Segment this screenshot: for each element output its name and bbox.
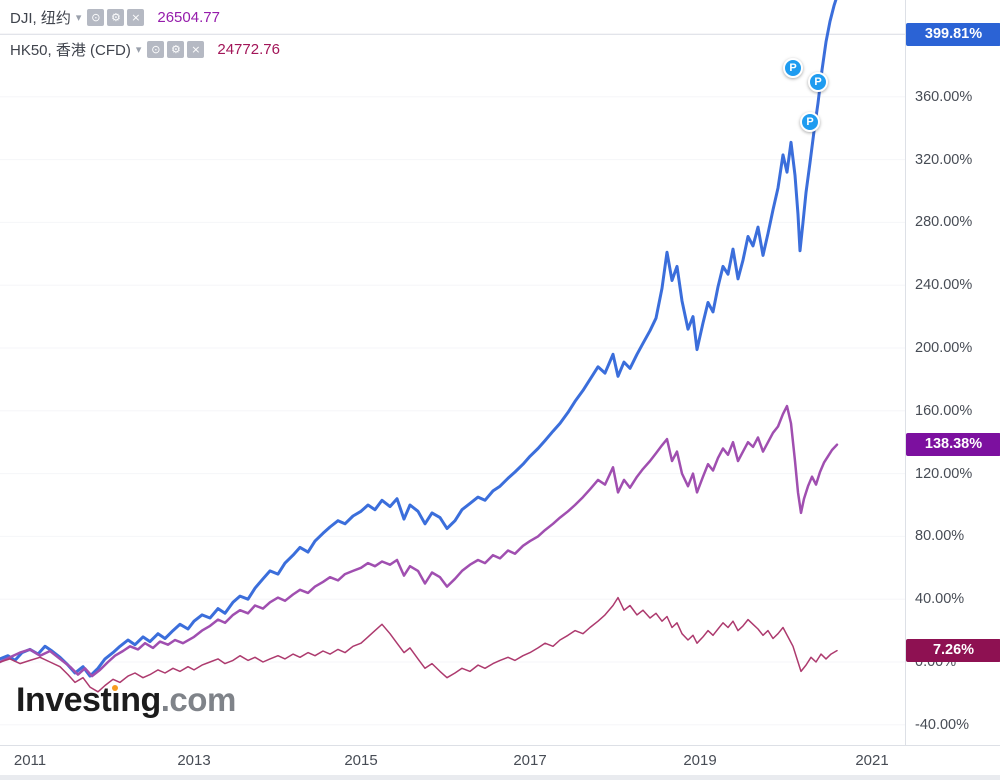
symbol-name[interactable]: DJI, 纽约 — [10, 9, 71, 27]
symbol-last-value: 26504.77 — [157, 8, 220, 26]
p-marker[interactable]: P — [808, 72, 828, 92]
price-axis-label: 360.00% — [915, 88, 973, 105]
bottom-strip — [0, 775, 1000, 780]
series-line-DJI[interactable] — [0, 404, 839, 678]
legend-row-hk50: HK50, 香港 (CFD) ▾ ⊙ ⚙ × 24772.76 — [10, 38, 280, 60]
settings-icon[interactable]: ⚙ — [167, 40, 185, 58]
time-axis[interactable]: 2011 2013 2015 2017 2019 2021 — [0, 745, 1000, 775]
price-axis-label: -40.00% — [915, 716, 970, 733]
settings-icon[interactable]: ⚙ — [107, 8, 125, 26]
price-axis[interactable]: 360.00% 320.00% 280.00% 240.00% 200.00% 160.0… — [905, 0, 1000, 745]
chart-plot-area[interactable] — [0, 0, 905, 745]
price-axis-label: 40.00% — [915, 591, 965, 608]
investing-logo: Investı ng.com — [16, 680, 236, 720]
logo-text-end: ng — [120, 681, 161, 719]
time-axis-label: 2019 — [683, 752, 717, 769]
time-axis-label: 2015 — [344, 752, 378, 769]
logo-text-start: Invest — [16, 681, 112, 719]
price-axis-label: 80.00% — [915, 528, 965, 545]
price-axis-label: 160.00% — [915, 402, 973, 419]
time-axis-label: 2011 — [13, 752, 47, 769]
p-marker[interactable]: P — [800, 112, 820, 132]
symbol-name[interactable]: HK50, 香港 (CFD) — [10, 41, 131, 59]
price-axis-label: 200.00% — [915, 340, 973, 356]
close-icon[interactable]: × — [127, 8, 145, 26]
chevron-down-icon[interactable]: ▾ — [135, 43, 142, 56]
price-axis-label: 320.00% — [915, 151, 973, 168]
price-badge: 399.81% — [906, 22, 1000, 46]
time-axis-label: 2021 — [855, 752, 889, 769]
close-icon[interactable]: × — [187, 40, 205, 58]
price-axis-label: 280.00% — [915, 214, 973, 231]
legend-row-dji: DJI, 纽约 ▾ ⊙ ⚙ × 26504.77 — [10, 6, 220, 28]
visibility-icon[interactable]: ⊙ — [147, 40, 165, 58]
time-axis-label: 2017 — [513, 752, 547, 769]
time-axis-label: 2013 — [177, 752, 211, 769]
price-axis-label: 240.00% — [915, 277, 973, 294]
symbol-last-value: 24772.76 — [217, 40, 280, 58]
p-marker[interactable]: P — [783, 58, 803, 78]
price-badge: 138.38% — [906, 433, 1000, 457]
visibility-icon[interactable]: ⊙ — [87, 8, 105, 26]
logo-dot — [112, 685, 119, 691]
series-line-primary[interactable] — [0, 0, 838, 678]
series-line-HK50[interactable] — [0, 596, 838, 693]
price-badge: 7.26% — [906, 639, 1000, 663]
chevron-down-icon[interactable]: ▾ — [75, 11, 82, 24]
price-axis-label: 120.00% — [915, 465, 973, 482]
logo-com: .com — [160, 681, 237, 718]
logo-i: ı — [111, 681, 121, 719]
